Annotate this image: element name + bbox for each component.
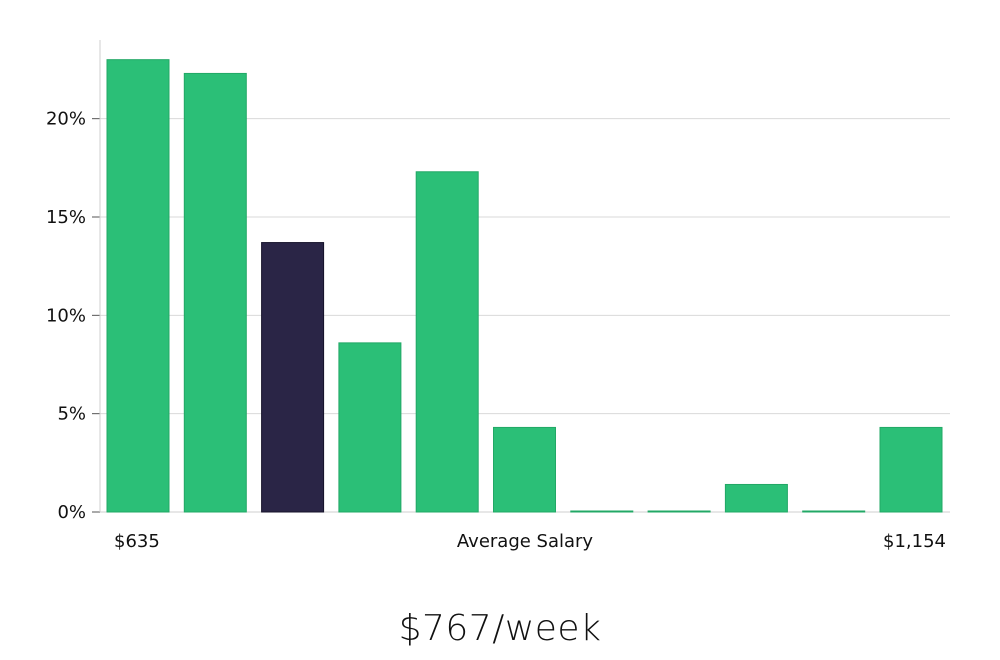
bar-highlighted: [261, 242, 325, 513]
x-axis-label: Average Salary: [457, 531, 594, 552]
bar: [106, 59, 170, 513]
salary-histogram-chart: 0% 5% 10% 15% 20% $635 Average Salary $1,154: [46, 40, 950, 552]
bar: [802, 510, 866, 513]
y-tick-label: 0%: [57, 502, 86, 523]
bar: [183, 72, 247, 513]
y-tick-label: 5%: [57, 404, 86, 425]
bar: [724, 483, 788, 513]
bar: [338, 342, 402, 513]
y-tick-labels: 0% 5% 10% 15% 20%: [46, 109, 86, 523]
bar: [415, 171, 479, 513]
y-tick-label: 10%: [46, 305, 86, 326]
x-min-label: $635: [114, 531, 160, 552]
bar: [879, 426, 943, 513]
y-tick-label: 20%: [46, 109, 86, 130]
bar: [493, 426, 556, 513]
y-tick-label: 15%: [46, 207, 86, 228]
bar: [570, 510, 634, 513]
bars: [106, 59, 943, 513]
x-max-label: $1,154: [883, 531, 946, 552]
average-weekly-salary: $767/week: [398, 608, 602, 649]
bar: [647, 510, 711, 513]
